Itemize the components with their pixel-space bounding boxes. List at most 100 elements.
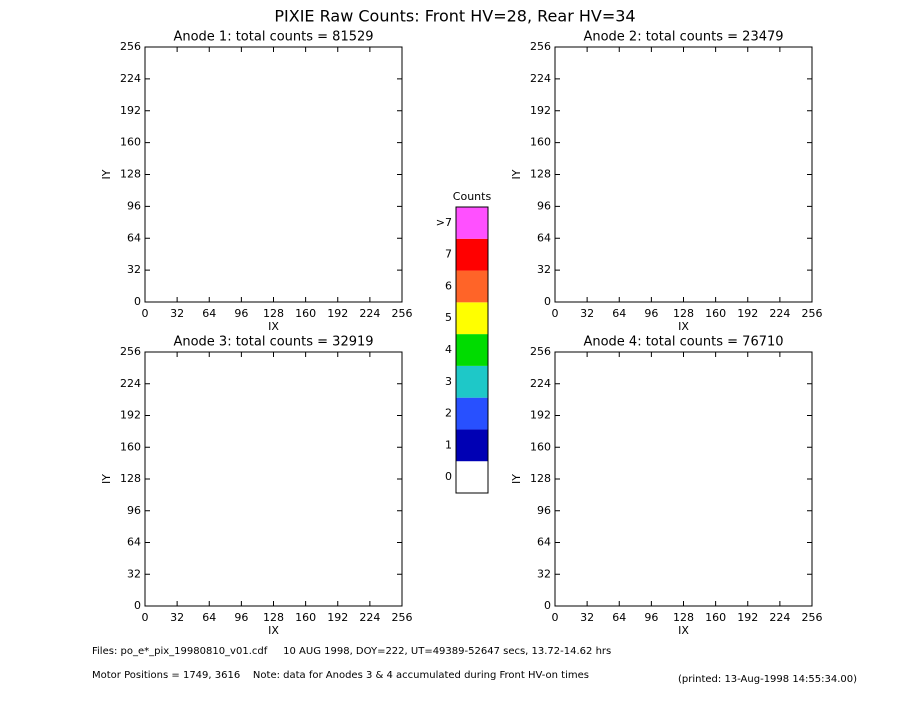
footer-files: Files: po_e*_pix_19980810_v01.cdf 10 AUG…: [92, 646, 611, 657]
y-tick-label: 224: [120, 377, 141, 390]
y-tick-label: 256: [120, 345, 141, 358]
y-tick-label: 64: [127, 231, 141, 244]
x-tick-label: 0: [552, 611, 559, 624]
panel-title: Anode 3: total counts = 32919: [173, 335, 373, 350]
y-tick-label: 0: [134, 599, 141, 612]
x-tick-label: 160: [295, 307, 316, 320]
panel-title: Anode 2: total counts = 23479: [583, 30, 783, 45]
x-tick-label: 32: [580, 307, 594, 320]
x-tick-label: 128: [263, 611, 284, 624]
y-tick-label: 192: [530, 409, 551, 422]
y-tick-label: 32: [127, 263, 141, 276]
y-tick-label: 96: [537, 504, 551, 517]
panel-title: Anode 1: total counts = 81529: [173, 30, 373, 45]
y-tick-label: 96: [127, 504, 141, 517]
y-tick-label: 128: [120, 472, 141, 485]
plot-area: [144, 46, 403, 303]
footer-motor: Motor Positions = 1749, 3616 Note: data …: [92, 670, 589, 681]
x-tick-label: 256: [802, 307, 823, 320]
x-tick-label: 128: [673, 307, 694, 320]
colorbar-cell: [456, 334, 488, 366]
colorbar-label: >7: [436, 216, 452, 229]
x-tick-label: 64: [612, 611, 626, 624]
y-tick-label: 192: [120, 104, 141, 117]
y-tick-label: 64: [127, 536, 141, 549]
y-tick-label: 0: [544, 295, 551, 308]
x-tick-label: 32: [170, 611, 184, 624]
y-tick-label: 96: [127, 199, 141, 212]
plot-area: [144, 351, 403, 607]
x-tick-label: 32: [580, 611, 594, 624]
colorbar-cell: [456, 270, 488, 303]
y-tick-label: 224: [530, 72, 551, 85]
y-tick-label: 64: [537, 231, 551, 244]
colorbar-title: Counts: [453, 190, 492, 203]
colorbar-label: 4: [445, 343, 452, 356]
y-tick-label: 32: [537, 567, 551, 580]
plot-area: [554, 46, 813, 303]
colorbar-cell: [456, 461, 488, 493]
y-tick-label: 256: [530, 40, 551, 53]
x-tick-label: 192: [737, 307, 758, 320]
colorbar-label: 2: [445, 407, 452, 420]
colorbar-label: 1: [445, 438, 452, 451]
y-tick-label: 192: [120, 409, 141, 422]
x-tick-label: 96: [234, 307, 248, 320]
x-tick-label: 64: [202, 307, 216, 320]
y-tick-label: 224: [120, 72, 141, 85]
x-tick-label: 96: [234, 611, 248, 624]
colorbar-cell: [456, 302, 488, 335]
x-axis-label: IX: [268, 320, 279, 333]
colorbar-cell: [456, 397, 488, 430]
x-tick-label: 160: [295, 611, 316, 624]
x-tick-label: 160: [705, 611, 726, 624]
colorbar-frame: [455, 206, 489, 494]
colorbar-cell: [456, 429, 488, 462]
x-tick-label: 0: [552, 307, 559, 320]
y-tick-label: 224: [530, 377, 551, 390]
colorbar-label: 5: [445, 311, 452, 324]
x-tick-label: 96: [644, 307, 658, 320]
x-tick-label: 192: [327, 611, 348, 624]
x-tick-label: 192: [737, 611, 758, 624]
x-tick-label: 32: [170, 307, 184, 320]
x-tick-label: 224: [359, 611, 380, 624]
y-tick-label: 160: [120, 136, 141, 149]
y-tick-label: 96: [537, 199, 551, 212]
x-tick-label: 224: [769, 611, 790, 624]
y-tick-label: 32: [127, 567, 141, 580]
x-tick-label: 160: [705, 307, 726, 320]
main-title: PIXIE Raw Counts: Front HV=28, Rear HV=3…: [274, 7, 635, 26]
x-tick-label: 64: [202, 611, 216, 624]
x-tick-label: 128: [673, 611, 694, 624]
x-tick-label: 64: [612, 307, 626, 320]
colorbar-label: 7: [445, 248, 452, 261]
x-tick-label: 128: [263, 307, 284, 320]
x-tick-label: 96: [644, 611, 658, 624]
y-tick-label: 64: [537, 536, 551, 549]
x-tick-label: 224: [769, 307, 790, 320]
y-tick-label: 0: [134, 295, 141, 308]
x-axis-label: IX: [268, 624, 279, 637]
y-tick-label: 160: [530, 440, 551, 453]
y-tick-label: 128: [530, 472, 551, 485]
y-tick-label: 256: [530, 345, 551, 358]
y-axis-label: IY: [510, 474, 523, 484]
y-tick-label: 128: [530, 168, 551, 181]
x-tick-label: 256: [392, 307, 413, 320]
x-axis-label: IX: [678, 624, 689, 637]
y-tick-label: 0: [544, 599, 551, 612]
x-tick-label: 0: [142, 611, 149, 624]
x-axis-label: IX: [678, 320, 689, 333]
x-tick-label: 0: [142, 307, 149, 320]
plot-area: [554, 351, 813, 607]
y-tick-label: 128: [120, 168, 141, 181]
y-tick-label: 160: [530, 136, 551, 149]
colorbar-label: 3: [445, 375, 452, 388]
y-axis-label: IY: [100, 474, 113, 484]
colorbar-cell: [456, 365, 488, 398]
colorbar-cell: [456, 238, 488, 271]
colorbar-cell: [456, 207, 488, 239]
y-tick-label: 160: [120, 440, 141, 453]
